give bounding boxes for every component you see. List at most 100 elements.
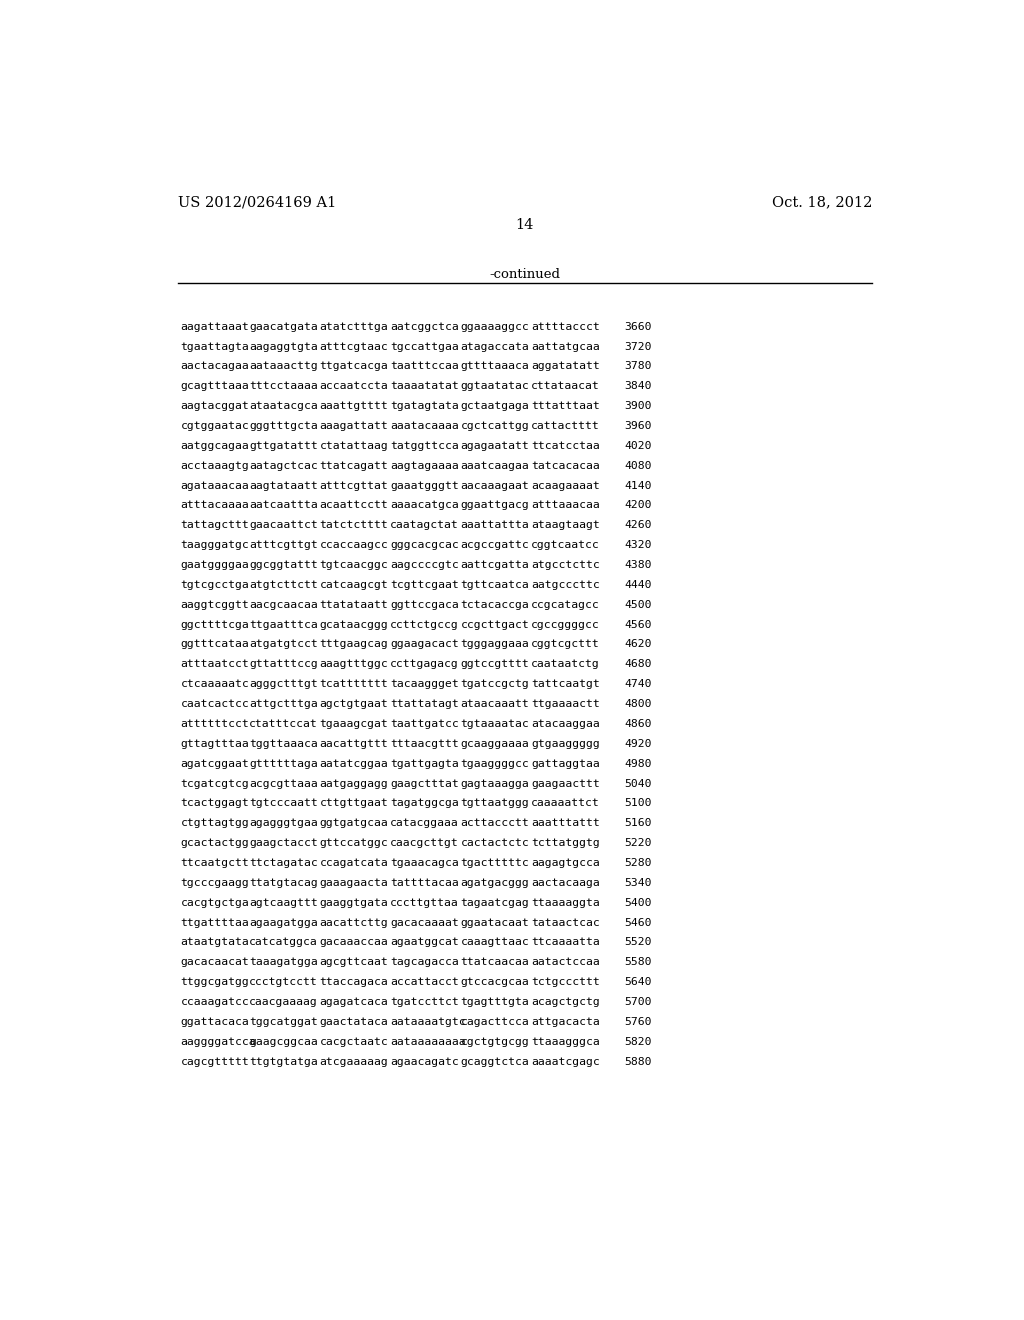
Text: ttcaatgctt: ttcaatgctt [180,858,250,869]
Text: aaattattta: aaattattta [461,520,529,531]
Text: tggcatggat: tggcatggat [249,1016,317,1027]
Text: aagtataatt: aagtataatt [249,480,317,491]
Text: aatcaattta: aatcaattta [249,500,317,511]
Text: aagagtgcca: aagagtgcca [531,858,600,869]
Text: ttaaaaggta: ttaaaaggta [531,898,600,908]
Text: atttcgttat: atttcgttat [319,480,388,491]
Text: aactacagaa: aactacagaa [180,362,250,371]
Text: tgtcccaatt: tgtcccaatt [249,799,317,808]
Text: Oct. 18, 2012: Oct. 18, 2012 [772,195,872,210]
Text: ggtttcataa: ggtttcataa [180,639,250,649]
Text: 5880: 5880 [624,1057,651,1067]
Text: ctgttagtgg: ctgttagtgg [180,818,250,828]
Text: tattcaatgt: tattcaatgt [531,680,600,689]
Text: cactactctc: cactactctc [461,838,529,849]
Text: ttaccagaca: ttaccagaca [319,977,388,987]
Text: cagacttcca: cagacttcca [461,1016,529,1027]
Text: caacgcttgt: caacgcttgt [390,838,459,849]
Text: accattacct: accattacct [390,977,459,987]
Text: aagaggtgta: aagaggtgta [249,342,317,351]
Text: agaatggcat: agaatggcat [390,937,459,948]
Text: ttatcaacaa: ttatcaacaa [461,957,529,968]
Text: tacaaggget: tacaaggget [390,680,459,689]
Text: atgtcttctt: atgtcttctt [249,579,317,590]
Text: acaattcctt: acaattcctt [319,500,388,511]
Text: gacacaaaat: gacacaaaat [390,917,459,928]
Text: gttagtttaa: gttagtttaa [180,739,250,748]
Text: ataagtaagt: ataagtaagt [531,520,600,531]
Text: cccttgttaa: cccttgttaa [390,898,459,908]
Text: cttataacat: cttataacat [531,381,600,391]
Text: atacaaggaa: atacaaggaa [531,719,600,729]
Text: aataaacttg: aataaacttg [249,362,317,371]
Text: ttatgtacag: ttatgtacag [249,878,317,888]
Text: cgtggaatac: cgtggaatac [180,421,250,430]
Text: aataaaaaaaa: aataaaaaaaa [390,1036,466,1047]
Text: aacaaagaat: aacaaagaat [461,480,529,491]
Text: tagaatcgag: tagaatcgag [461,898,529,908]
Text: atgatgtcct: atgatgtcct [249,639,317,649]
Text: ccgcatagcc: ccgcatagcc [531,599,600,610]
Text: aaattgtttt: aaattgtttt [319,401,388,411]
Text: 4620: 4620 [624,639,651,649]
Text: ttaaagggca: ttaaagggca [531,1036,600,1047]
Text: 5640: 5640 [624,977,651,987]
Text: aaatttattt: aaatttattt [531,818,600,828]
Text: agataaacaa: agataaacaa [180,480,250,491]
Text: caatcactcc: caatcactcc [180,700,250,709]
Text: ttgaatttca: ttgaatttca [249,619,317,630]
Text: tgcccgaagg: tgcccgaagg [180,878,250,888]
Text: gaacaattct: gaacaattct [249,520,317,531]
Text: aacattgttt: aacattgttt [319,739,388,748]
Text: atttaaacaa: atttaaacaa [531,500,600,511]
Text: aagccccgtc: aagccccgtc [390,560,459,570]
Text: tgggaggaaa: tgggaggaaa [461,639,529,649]
Text: taatttccaa: taatttccaa [390,362,459,371]
Text: ccttctgccg: ccttctgccg [390,619,459,630]
Text: 5460: 5460 [624,917,651,928]
Text: 5100: 5100 [624,799,651,808]
Text: ttgattttaa: ttgattttaa [180,917,250,928]
Text: gacaaaccaa: gacaaaccaa [319,937,388,948]
Text: acgccgattc: acgccgattc [461,540,529,550]
Text: tattagcttt: tattagcttt [180,520,250,531]
Text: gttgatattt: gttgatattt [249,441,317,451]
Text: agtcaagttt: agtcaagttt [249,898,317,908]
Text: 4740: 4740 [624,680,651,689]
Text: agagggtgaa: agagggtgaa [249,818,317,828]
Text: acaagaaaat: acaagaaaat [531,480,600,491]
Text: cattactttt: cattactttt [531,421,600,430]
Text: gaagcggcaa: gaagcggcaa [249,1036,317,1047]
Text: 4920: 4920 [624,739,651,748]
Text: tgaattagta: tgaattagta [180,342,250,351]
Text: tgactttttc: tgactttttc [461,858,529,869]
Text: tataactcac: tataactcac [531,917,600,928]
Text: aacattcttg: aacattcttg [319,917,388,928]
Text: ccgcttgact: ccgcttgact [461,619,529,630]
Text: gcaggtctca: gcaggtctca [461,1057,529,1067]
Text: cgccggggcc: cgccggggcc [531,619,600,630]
Text: ttctagatac: ttctagatac [249,858,317,869]
Text: tttaacgttt: tttaacgttt [390,739,459,748]
Text: gcaaggaaaa: gcaaggaaaa [461,739,529,748]
Text: 5040: 5040 [624,779,651,788]
Text: ggaagacact: ggaagacact [390,639,459,649]
Text: catacggaaa: catacggaaa [390,818,459,828]
Text: 4980: 4980 [624,759,651,768]
Text: ggaattgacg: ggaattgacg [461,500,529,511]
Text: cacgctaatc: cacgctaatc [319,1036,388,1047]
Text: 5220: 5220 [624,838,651,849]
Text: ggaatacaat: ggaatacaat [461,917,529,928]
Text: agatcggaat: agatcggaat [180,759,250,768]
Text: atttacaaaa: atttacaaaa [180,500,250,511]
Text: gcactactgg: gcactactgg [180,838,250,849]
Text: gaagaacttt: gaagaacttt [531,779,600,788]
Text: aaaatcgagc: aaaatcgagc [531,1057,600,1067]
Text: acgcgttaaa: acgcgttaaa [249,779,317,788]
Text: gaacatgata: gaacatgata [249,322,317,331]
Text: taaaatatat: taaaatatat [390,381,459,391]
Text: 4560: 4560 [624,619,651,630]
Text: caaagttaac: caaagttaac [461,937,529,948]
Text: ggattacaca: ggattacaca [180,1016,250,1027]
Text: tgtaaaatac: tgtaaaatac [461,719,529,729]
